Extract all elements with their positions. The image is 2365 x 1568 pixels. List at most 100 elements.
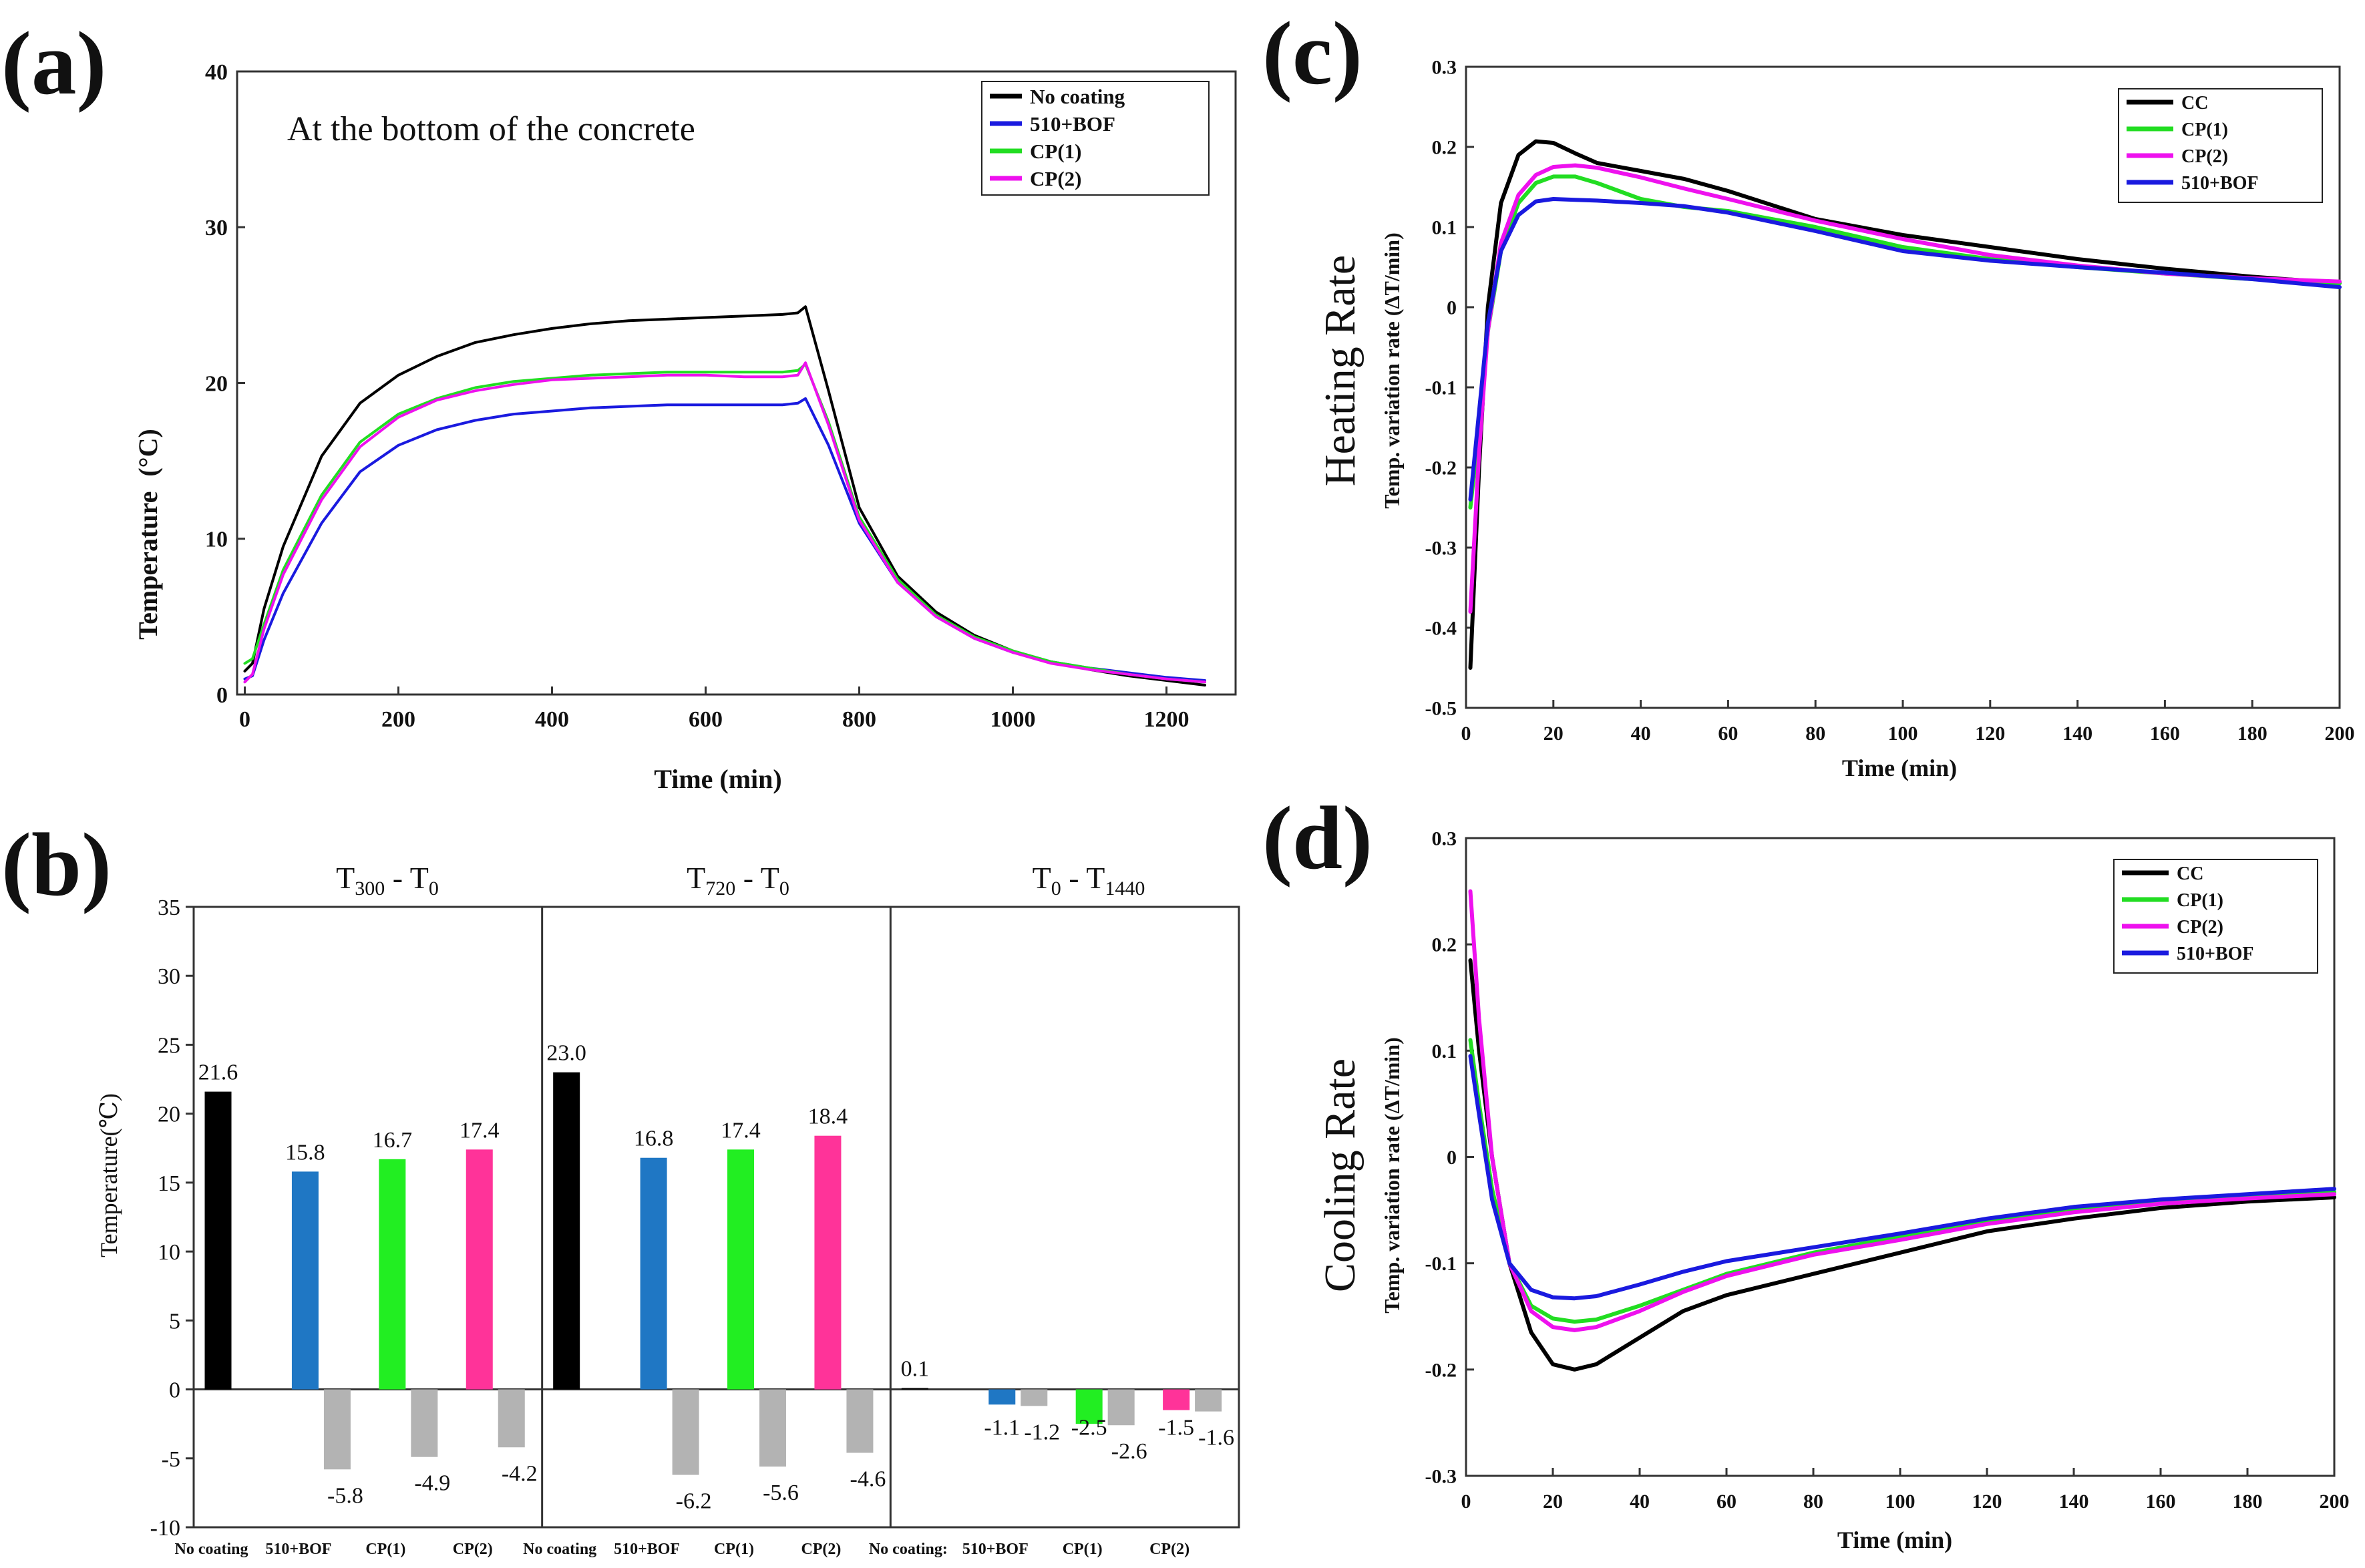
panel-b-difference-label: -1.2	[1024, 1420, 1060, 1444]
panel-b-bar-value-label: -1.1	[984, 1416, 1020, 1440]
panel-c-xtick-label: 200	[2325, 723, 2355, 745]
panel-b-category-label: CP(1)	[714, 1541, 754, 1558]
panel-c-xtick-label: 80	[1805, 723, 1825, 745]
panel-b-bar-value-label: 21.6	[198, 1060, 238, 1085]
panel-b-difference-label: -6.2	[676, 1489, 712, 1514]
panel-c-heating-rate-chart: Time (min) Heating Rate Temp. variation …	[1316, 57, 2355, 782]
panel-d-ylabel-sub: Temp. variation rate (ΔT/min)	[1380, 1037, 1404, 1314]
panel-d-xtick-label: 120	[1972, 1491, 2002, 1513]
panel-c-ytick-label: 0	[1447, 297, 1457, 319]
panel-d-ytick-label: -0.3	[1425, 1466, 1457, 1488]
group-title-0-sub2: 0	[429, 877, 439, 900]
group-title-2-main: T	[1033, 861, 1051, 895]
panel-a-ylabel: Temperature (°C)	[133, 429, 163, 640]
panel-c-ytick-label: 0.1	[1432, 217, 1457, 239]
panel-c-ytick-label: -0.5	[1425, 698, 1457, 720]
panel-c-ytick-label: -0.2	[1425, 457, 1457, 479]
panel-c-legend-label: 510+BOF	[2181, 173, 2259, 194]
panel-b-category-label: 510+BOF	[614, 1541, 680, 1558]
panel-b-bar	[727, 1149, 755, 1390]
panel-b-bar	[291, 1171, 319, 1390]
panel-d-ytick-label: 0.2	[1432, 934, 1457, 956]
group-title-1-sub1: 720	[705, 877, 735, 900]
group-title-0-sub1: 300	[355, 877, 385, 900]
panel-a-temperature-chart: At the bottom of the concrete Time (min)…	[133, 60, 1237, 794]
panel-c-xtick-label: 0	[1461, 723, 1471, 745]
panel-b-difference-bar	[759, 1389, 787, 1467]
panel-b-bar-value-label: 16.8	[634, 1127, 674, 1151]
panel-b-bar	[1163, 1389, 1190, 1410]
panel-b-difference-bar	[323, 1389, 351, 1470]
panel-d-cooling-rate-chart: Time (min) Cooling Rate Temp. variation …	[1316, 828, 2350, 1554]
panel-b-difference-bar	[1021, 1389, 1048, 1406]
panel-a-ytick-label: 0	[216, 683, 228, 708]
panel-b-ytick-label: 0	[169, 1378, 180, 1403]
panel-b-bar	[466, 1149, 493, 1390]
panel-b-difference-label: -4.2	[502, 1461, 538, 1486]
panel-d-xtick-label: 20	[1543, 1491, 1563, 1513]
panel-c-ylabel-sub: Temp. variation rate (ΔT/min)	[1380, 232, 1404, 509]
panel-a-ytick-label: 30	[205, 216, 228, 240]
panel-a-legend-label: CP(2)	[1030, 167, 1081, 190]
panel-b-ytick-label: 15	[158, 1171, 180, 1196]
panel-c-xtick-label: 20	[1543, 723, 1564, 745]
panel-a-ytick-label: 20	[205, 371, 228, 396]
group-title-2-sub1: 0	[1051, 877, 1061, 900]
group-title-1: T720 - T0	[687, 861, 789, 900]
panel-b-ytick-label: 5	[169, 1309, 180, 1334]
panel-b-ytick-label: 30	[158, 964, 180, 989]
panel-b-bar	[204, 1091, 232, 1390]
panel-a-xtick-label: 400	[535, 707, 569, 732]
panel-c-xtick-label: 140	[2062, 723, 2093, 745]
panel-c-xtick-label: 180	[2237, 723, 2267, 745]
group-title-0-main: T	[336, 861, 355, 895]
panel-a-xtick-label: 0	[239, 707, 250, 732]
panel-d-xtick-label: 200	[2320, 1491, 2350, 1513]
panel-b-ytick-label: 10	[158, 1240, 180, 1265]
panel-b-category-label: No coating	[175, 1541, 248, 1558]
group-title-2-mid: - T	[1061, 861, 1105, 895]
panel-c-series-line	[1468, 139, 2342, 670]
panel-b-ytick-label: 20	[158, 1103, 180, 1127]
panel-b-bar	[901, 1388, 928, 1390]
panel-b-ytick-label: -5	[162, 1447, 180, 1472]
panel-label-a: (a)	[1, 14, 106, 114]
panel-d-series-line	[1468, 1054, 2336, 1301]
panel-b-difference-label: -5.8	[327, 1483, 363, 1508]
panel-b-category-label: CP(1)	[1063, 1541, 1103, 1558]
panel-d-legend-label: CC	[2177, 863, 2203, 884]
panel-a-xlabel: Time (min)	[654, 764, 781, 794]
panel-d-xtick-label: 140	[2059, 1491, 2089, 1513]
panel-c-legend-label: CP(2)	[2181, 146, 2228, 167]
panel-d-ytick-label: 0.3	[1432, 828, 1457, 850]
panel-b-bar-value-label: -2.5	[1071, 1416, 1107, 1440]
panel-b-difference-bar	[1107, 1389, 1135, 1426]
panel-a-xtick-label: 200	[381, 707, 415, 732]
panel-label-d: (d)	[1262, 789, 1373, 888]
panel-b-difference-bar	[672, 1389, 699, 1475]
group-title-0: T300 - T0	[336, 861, 439, 900]
panel-b-bar-value-label: 15.8	[285, 1140, 325, 1165]
panel-b-ytick-label: 35	[158, 896, 180, 920]
panel-b-temperature-difference-chart: Temperature(℃) T300 - T0 T720 - T0 T0 - …	[96, 861, 1240, 1558]
group-title-1-mid: - T	[735, 861, 779, 895]
panel-c-xtick-label: 160	[2150, 723, 2180, 745]
panel-b-category-label: CP(2)	[801, 1541, 841, 1558]
panel-a-legend-label: CP(1)	[1030, 140, 1081, 163]
panel-b-difference-label: -4.6	[850, 1467, 886, 1492]
panel-c-ytick-label: -0.3	[1425, 538, 1457, 560]
group-title-2-sub2: 1440	[1105, 877, 1145, 900]
panel-b-bar-value-label: -1.5	[1158, 1416, 1194, 1440]
panel-c-ytick-label: 0.2	[1432, 137, 1457, 159]
panel-b-bar-value-label: 17.4	[721, 1118, 761, 1143]
panel-c-xtick-label: 60	[1718, 723, 1738, 745]
panel-c-ytick-label: -0.4	[1425, 618, 1457, 640]
panel-c-xtick-label: 40	[1631, 723, 1651, 745]
panel-b-bar-value-label: 16.7	[373, 1128, 413, 1153]
panel-b-difference-label: -1.6	[1198, 1426, 1234, 1450]
panel-label-c: (c)	[1262, 4, 1362, 104]
panel-d-xtick-label: 80	[1803, 1491, 1823, 1513]
group-title-2: T0 - T1440	[1033, 861, 1145, 900]
